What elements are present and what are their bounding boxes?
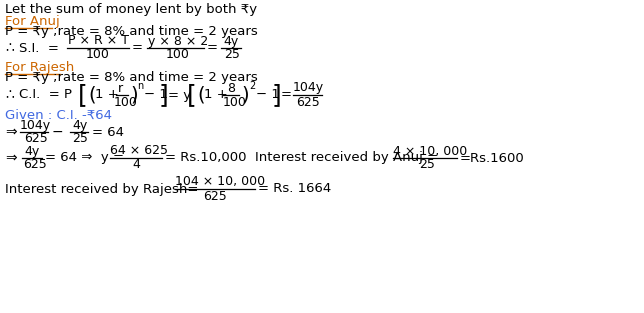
Text: Let the sum of money lent by both ₹y: Let the sum of money lent by both ₹y xyxy=(5,3,257,17)
Text: P = ₹y ;rate = 8% and time = 2 years: P = ₹y ;rate = 8% and time = 2 years xyxy=(5,25,258,38)
Text: = 64 ⇒  y =: = 64 ⇒ y = xyxy=(45,151,124,165)
Text: r: r xyxy=(118,81,123,95)
Text: 100: 100 xyxy=(223,95,247,109)
Text: = Rs. 1664: = Rs. 1664 xyxy=(258,182,331,196)
Text: 1 +: 1 + xyxy=(95,89,118,101)
Text: ∴: ∴ xyxy=(5,41,14,55)
Text: 104y: 104y xyxy=(293,81,324,95)
Text: = Rs.10,000  Interest received by Anuj =: = Rs.10,000 Interest received by Anuj = xyxy=(165,151,438,165)
Text: 4y: 4y xyxy=(24,145,39,157)
Text: 1 +: 1 + xyxy=(204,89,228,101)
Text: (: ( xyxy=(197,85,205,105)
Text: C.I.  = P: C.I. = P xyxy=(19,89,72,101)
Text: ⇒: ⇒ xyxy=(5,151,17,165)
Text: ∴: ∴ xyxy=(5,88,14,102)
Text: Interest received by Rajesh=: Interest received by Rajesh= xyxy=(5,182,198,196)
Text: n: n xyxy=(137,81,143,91)
Text: =Rs.1600: =Rs.1600 xyxy=(460,151,525,165)
Text: 64 × 625: 64 × 625 xyxy=(110,145,168,157)
Text: 104y: 104y xyxy=(20,119,51,131)
Text: 100: 100 xyxy=(114,95,138,109)
Text: 2: 2 xyxy=(249,81,255,91)
Text: For Anuj: For Anuj xyxy=(5,14,60,28)
Text: 625: 625 xyxy=(24,132,48,146)
Text: 4: 4 xyxy=(132,158,140,172)
Text: ): ) xyxy=(130,85,138,105)
Text: 4y: 4y xyxy=(223,34,238,48)
Text: − 1: − 1 xyxy=(144,89,168,101)
Text: 104 × 10, 000: 104 × 10, 000 xyxy=(175,176,265,188)
Text: = 64: = 64 xyxy=(92,126,124,138)
Text: 8: 8 xyxy=(227,81,235,95)
Text: Given : C.I. -₹64: Given : C.I. -₹64 xyxy=(5,109,112,121)
Text: y × 8 × 2: y × 8 × 2 xyxy=(148,34,208,48)
Text: = y: = y xyxy=(168,89,191,101)
Text: ]: ] xyxy=(159,83,169,107)
Text: =: = xyxy=(281,89,292,101)
Text: 25: 25 xyxy=(419,158,435,172)
Text: 4 × 10, 000: 4 × 10, 000 xyxy=(393,145,468,157)
Text: 625: 625 xyxy=(296,95,320,109)
Text: P = ₹y ;rate = 8% and time = 2 years: P = ₹y ;rate = 8% and time = 2 years xyxy=(5,71,258,85)
Text: 625: 625 xyxy=(203,189,227,203)
Text: 100: 100 xyxy=(166,49,190,61)
Text: 25: 25 xyxy=(72,132,88,146)
Text: 25: 25 xyxy=(224,49,240,61)
Text: P × R × T: P × R × T xyxy=(68,34,129,48)
Text: (: ( xyxy=(88,85,95,105)
Text: − 1: − 1 xyxy=(256,89,280,101)
Text: [: [ xyxy=(187,83,197,107)
Text: 4y: 4y xyxy=(72,119,87,131)
Text: 100: 100 xyxy=(86,49,110,61)
Text: ]: ] xyxy=(272,83,281,107)
Text: For Rajesh: For Rajesh xyxy=(5,60,74,74)
Text: −: − xyxy=(52,125,64,139)
Text: =: = xyxy=(207,42,218,54)
Text: ⇒: ⇒ xyxy=(5,125,17,139)
Text: S.I.  =: S.I. = xyxy=(19,42,59,54)
Text: =: = xyxy=(132,42,143,54)
Text: [: [ xyxy=(78,83,88,107)
Text: 625: 625 xyxy=(23,158,47,172)
Text: ): ) xyxy=(241,85,249,105)
